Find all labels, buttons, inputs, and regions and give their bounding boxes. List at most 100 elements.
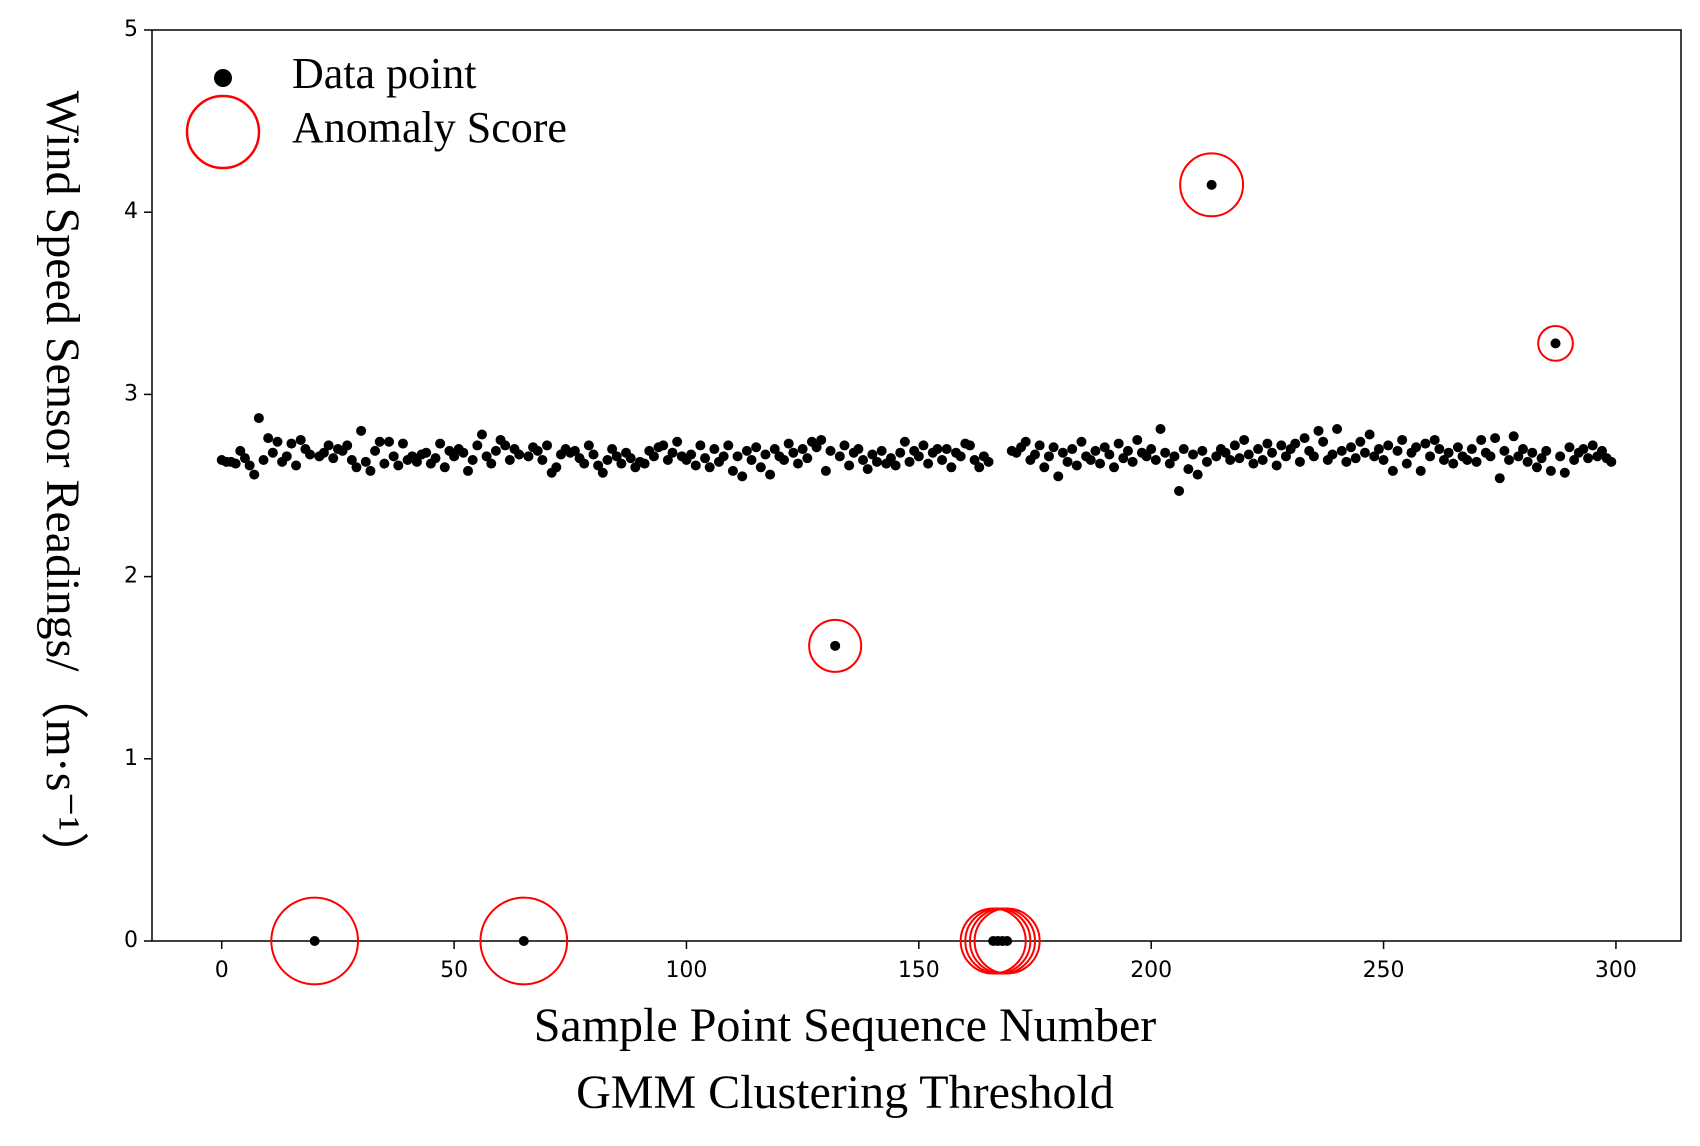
legend-marker [214, 69, 232, 87]
data-point [1415, 465, 1426, 476]
anomaly-ring [808, 618, 863, 673]
data-point [769, 444, 780, 455]
data-point [662, 454, 673, 465]
data-point [281, 451, 292, 462]
data-point [430, 453, 441, 464]
data-point [709, 444, 720, 455]
data-point [411, 456, 422, 467]
data-point [862, 464, 873, 475]
data-point [723, 440, 734, 451]
data-point [1420, 438, 1431, 449]
data-point [1383, 440, 1394, 451]
data-point [732, 451, 743, 462]
x-tick-label: 250 [1363, 958, 1405, 983]
data-point [1257, 454, 1268, 465]
data-point [1536, 453, 1547, 464]
data-point [476, 429, 487, 440]
data-point [727, 465, 738, 476]
data-point [360, 456, 371, 467]
data-point [611, 451, 622, 462]
data-point [1559, 467, 1570, 478]
data-point [1346, 442, 1357, 453]
data-point [1174, 485, 1185, 496]
data-point [597, 467, 608, 478]
data-point [792, 458, 803, 469]
data-point [858, 454, 869, 465]
data-point [941, 444, 952, 455]
data-point [1206, 179, 1217, 190]
data-point [690, 460, 701, 471]
data-point [1332, 424, 1343, 435]
data-point [258, 454, 269, 465]
data-point [1234, 453, 1245, 464]
data-point [1499, 445, 1510, 456]
y-tick-label: 4 [124, 199, 138, 224]
data-point [746, 454, 757, 465]
data-point [1099, 442, 1110, 453]
data-point [579, 458, 590, 469]
x-tick-label: 150 [898, 958, 940, 983]
data-point [1452, 442, 1463, 453]
data-point [235, 445, 246, 456]
data-point [542, 440, 553, 451]
data-point [1369, 451, 1380, 462]
data-point [272, 436, 283, 447]
data-point [397, 438, 408, 449]
data-point [500, 440, 511, 451]
data-point [1155, 424, 1166, 435]
data-point [1476, 434, 1487, 445]
data-point [472, 440, 483, 451]
data-point [797, 444, 808, 455]
data-point [593, 460, 604, 471]
data-point [435, 438, 446, 449]
data-point [1211, 451, 1222, 462]
data-point [1327, 449, 1338, 460]
data-point [1280, 451, 1291, 462]
data-point [779, 454, 790, 465]
data-point [1378, 454, 1389, 465]
data-point [1606, 456, 1617, 467]
y-tick-label: 3 [124, 381, 138, 406]
data-point [551, 462, 562, 473]
legend-label: Anomaly Score [292, 103, 567, 152]
data-point [1429, 434, 1440, 445]
data-point [639, 458, 650, 469]
data-point [1448, 458, 1459, 469]
data-point [871, 456, 882, 467]
data-point [1104, 449, 1115, 460]
data-point [1443, 447, 1454, 458]
x-axis-label: GMM Clustering Threshold [576, 1066, 1114, 1119]
x-tick-label: 200 [1130, 958, 1172, 983]
data-point [239, 453, 250, 464]
data-point [1355, 436, 1366, 447]
data-point [1220, 447, 1231, 458]
data-point [834, 451, 845, 462]
x-axis-label: Sample Point Sequence Number [534, 999, 1157, 1052]
data-point [1299, 433, 1310, 444]
data-point [393, 460, 404, 471]
data-point [1569, 454, 1580, 465]
plot-frame [151, 29, 1682, 942]
data-point [1336, 445, 1347, 456]
data-point [309, 936, 320, 946]
data-point [1169, 451, 1180, 462]
data-point [1188, 449, 1199, 460]
data-point [1341, 456, 1352, 467]
anomaly-ring [973, 907, 1041, 975]
y-tick-label: 0 [124, 928, 138, 953]
data-point [286, 438, 297, 449]
data-point [449, 451, 460, 462]
y-tick-label: 1 [124, 746, 138, 771]
data-point [1485, 451, 1496, 462]
data-point [964, 440, 975, 451]
data-point [783, 438, 794, 449]
data-point [291, 460, 302, 471]
data-point [504, 454, 515, 465]
data-point [658, 440, 669, 451]
data-point [811, 442, 822, 453]
data-point [351, 462, 362, 473]
data-point [1248, 458, 1259, 469]
data-point [1090, 445, 1101, 456]
data-point [667, 447, 678, 458]
